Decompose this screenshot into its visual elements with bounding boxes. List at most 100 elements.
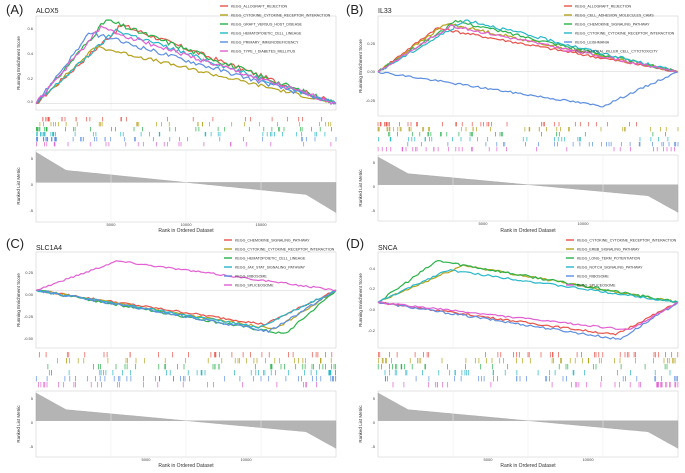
es-y-tick: 0.6 — [27, 26, 33, 31]
ranked-metric-a — [35, 150, 337, 222]
x-axis-label: Rank in Ordered Dataset — [500, 228, 556, 234]
metric-axis-label: Ranked List Metric — [358, 405, 363, 443]
metric-tick: -5 — [29, 444, 33, 449]
es-y-tick: -0.50 — [24, 336, 34, 341]
es-curve-4 — [377, 19, 679, 74]
es-y-ticks: 0.6 0.4 0.2 0.0 — [27, 26, 33, 104]
es-y-tick: -0.2 — [368, 328, 376, 333]
x-axis-label: Rank in Ordered Dataset — [158, 463, 214, 468]
x-tick: 5000 — [142, 457, 152, 462]
es-y-tick: 0.0 — [27, 99, 33, 104]
legend-label: KEGG_SPLICEOSOME — [577, 283, 616, 287]
panel-d: (D) SNCA 0.4 0.2 0.0 -0.2 Running Enrich… — [342, 234, 685, 469]
es-y-tick: 0.25 — [25, 270, 34, 275]
es-y-tick: 0.2 — [369, 286, 375, 291]
panel-a: (A) ALOX5 0.6 0.4 0.2 0.0 Running Enrich… — [0, 0, 342, 234]
legend-label: KEGG_HEMATOPOIETIC_CELL_LINEAGE — [231, 31, 302, 35]
metric-tick: 0 — [31, 420, 34, 425]
es-curve-6 — [377, 24, 679, 73]
legend-label: KEGG_CELL_ADHESION_MOLECULES_CAMS — [575, 13, 654, 17]
metric-axis-label: Ranked List Metric — [16, 405, 21, 443]
panel-b: (B) IL33 0.25 0.00 -0.25 Running Enrichm… — [342, 0, 685, 234]
x-tick: 10000 — [180, 222, 192, 227]
panel-label: (B) — [346, 2, 363, 17]
panel-c: (C) SLC1A4 0.25 0.00 -0.25 -0.50 Running… — [0, 234, 342, 469]
legend-label: KEGG_HEMATOPOIETIC_CELL_LINEAGE — [235, 256, 306, 260]
es-curve-3 — [377, 259, 679, 303]
es-curve-4 — [377, 269, 679, 303]
legend-b: KEGG_ALLOGRAFT_REJECTION KEGG_CELL_ADHESI… — [564, 4, 675, 53]
legend-label: KEGG_RIBOSOME — [577, 274, 609, 278]
es-y-tick: 0.0 — [369, 307, 375, 312]
es-axis-label: Running Enrichment Score — [16, 36, 21, 90]
legend-label: KEGG_NATURAL_KILLER_CELL_CYTOTOXICITY — [575, 49, 658, 53]
panel-label: (C) — [6, 236, 24, 251]
legend-label: KEGG_ALLOGRAFT_REJECTION — [231, 4, 288, 8]
hit-bars-c — [35, 352, 337, 388]
legend-label: KEGG_CYTOKINE_CYTOKINE_RECEPTOR_INTERACT… — [235, 247, 335, 251]
legend-label: KEGG_CHEMOKINE_SIGNALING_PATHWAY — [235, 238, 310, 242]
metric-tick: 5 — [373, 160, 376, 165]
metric-tick: 5 — [373, 396, 376, 401]
gene-title: SNCA — [378, 245, 398, 252]
legend-label: KEGG_PRIMARY_IMMUNODEFICIENCY — [231, 40, 299, 44]
metric-tick: -5 — [371, 208, 375, 213]
es-y-tick: 0.00 — [367, 69, 376, 74]
gene-title: ALOX5 — [36, 8, 59, 15]
metric-tick: 0 — [373, 420, 376, 425]
ranked-metric-c — [35, 391, 337, 457]
metric-tick: 0 — [373, 184, 376, 189]
es-curve-5 — [36, 289, 337, 334]
es-y-tick: 0.2 — [27, 76, 33, 81]
ranked-metric-b — [377, 155, 679, 221]
hit-bars-d — [377, 352, 679, 388]
legend-label: KEGG_GRAFT_VERSUS_HOST_DISEASE — [231, 22, 303, 26]
gsea-plot-a: (A) ALOX5 0.6 0.4 0.2 0.0 Running Enrich… — [6, 2, 337, 234]
x-tick: 10000 — [582, 457, 594, 462]
metric-axis-label: Ranked List Metric — [16, 167, 21, 205]
legend-a: KEGG_ALLOGRAFT_REJECTION KEGG_CYTOKINE_CY… — [220, 4, 331, 53]
legend-label: KEGG_CYTOKINE_CYTOKINE_RECEPTOR_INTERACT… — [577, 238, 677, 242]
es-curve-3 — [35, 289, 337, 335]
es-grid — [36, 16, 336, 110]
x-tick: 5000 — [479, 221, 489, 226]
es-axis-label: Running Enrichment Score — [358, 39, 363, 93]
x-axis-label: Rank in Ordered Dataset — [158, 228, 214, 234]
x-tick: 10000 — [240, 457, 252, 462]
x-tick: 10000 — [577, 221, 589, 226]
metric-tick: 5 — [31, 156, 34, 161]
gene-title: IL33 — [378, 8, 392, 15]
legend-label: KEGG_ALLOGRAFT_REJECTION — [575, 4, 632, 8]
legend-label: KEGG_NOTCH_SIGNALING_PATHWAY — [577, 265, 643, 269]
es-y-tick: 0.00 — [25, 292, 34, 297]
metric-tick: 5 — [31, 396, 34, 401]
metric-tick: -5 — [29, 208, 33, 213]
legend-label: KEGG_LEISHMANIA — [575, 40, 610, 44]
metric-axis-label: Ranked List Metric — [358, 169, 363, 207]
hit-bars-a — [36, 117, 337, 147]
es-curve-5 — [377, 71, 679, 108]
ranked-metric-d — [377, 391, 679, 457]
x-tick: 15000 — [255, 222, 267, 227]
legend-label: KEGG_RIBOSOME — [235, 274, 267, 278]
panel-label: (A) — [6, 2, 23, 17]
legend-label: KEGG_SPLICEOSOME — [235, 283, 274, 287]
legend-label: KEGG_CYTOKINE_CYTOKINE_RECEPTOR_INTERACT… — [231, 13, 331, 17]
es-curve-6 — [35, 260, 337, 292]
legend-label: KEGG_CHEMOKINE_SIGNALING_PATHWAY — [575, 22, 650, 26]
metric-tick: -5 — [371, 444, 375, 449]
legend-label: KEGG_TYPE_I_DIABETES_MELLITUS — [231, 49, 296, 53]
x-axis-label: Rank in Ordered Dataset — [500, 463, 556, 468]
es-curve-3 — [35, 19, 337, 105]
x-tick: 5000 — [484, 457, 494, 462]
gene-title: SLC1A4 — [36, 245, 62, 252]
panel-label: (D) — [346, 236, 364, 251]
legend-label: KEGG_LONG_TERM_POTENTIATION — [577, 256, 640, 260]
metric-tick: 0 — [31, 182, 34, 187]
es-axis-label: Running Enrichment Score — [16, 273, 21, 327]
gsea-plot-c: (C) SLC1A4 0.25 0.00 -0.25 -0.50 Running… — [6, 236, 337, 469]
es-lines — [35, 260, 337, 335]
gsea-plot-b: (B) IL33 0.25 0.00 -0.25 Running Enrichm… — [346, 2, 679, 234]
legend-label: KEGG_JAK_STAT_SIGNALING_PATHWAY — [235, 265, 306, 269]
es-curve-6 — [35, 25, 337, 105]
